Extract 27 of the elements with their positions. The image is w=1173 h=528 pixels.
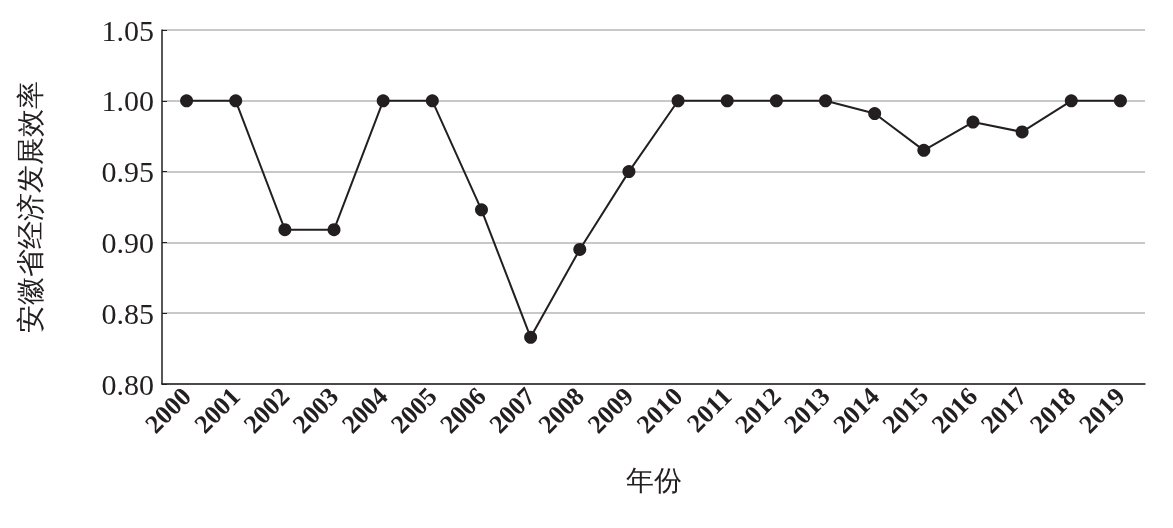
y-tick-label: 0.85 [101,296,154,330]
point [1064,94,1078,108]
x-axis-title: 年份 [625,464,682,496]
point [180,94,194,108]
point [524,330,538,344]
point [278,223,292,237]
point [868,107,882,121]
point [720,94,734,108]
y-tick-label: 0.90 [101,225,154,259]
y-tick-label: 0.95 [101,155,154,189]
point [229,94,243,108]
point [1015,125,1029,139]
point [474,203,488,217]
point [573,242,587,256]
point [769,94,783,108]
y-tick-label: 1.05 [101,13,154,47]
point [376,94,390,108]
point [425,94,439,108]
point [917,143,931,157]
point [622,165,636,179]
point [1113,94,1127,108]
point [966,115,980,129]
y-tick-label: 1.00 [101,84,154,118]
point [327,223,341,237]
point [671,94,685,108]
point [819,94,833,108]
y-axis-title: 安徽省经济发展效率 [14,81,46,333]
